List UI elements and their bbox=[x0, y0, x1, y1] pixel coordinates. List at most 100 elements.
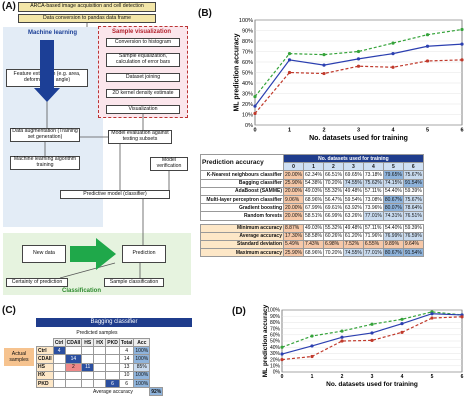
data-point bbox=[425, 33, 430, 37]
panel-label-c: (C) bbox=[2, 305, 16, 316]
x-tick-label: 0 bbox=[253, 128, 256, 134]
table-cell: 73.08% bbox=[362, 194, 384, 205]
step-sample-classification: Sample classification bbox=[104, 278, 164, 287]
bagging-table-wrap: Ctrl CDAII HS HX PKD Total Acc Ctrl 4 4 100% CDAII 1… bbox=[36, 337, 164, 397]
table-cell: 8.87% bbox=[283, 223, 304, 233]
table-cell bbox=[52, 354, 66, 364]
data-point bbox=[370, 322, 374, 326]
table-cell: 77.01% bbox=[362, 248, 384, 258]
row-label: AdaBoost (SAMME) bbox=[200, 186, 284, 196]
col-header: 2 bbox=[322, 162, 344, 172]
table-cell: 73.18% bbox=[362, 170, 384, 180]
table-cell: 59.54% bbox=[342, 194, 364, 205]
data-point bbox=[460, 42, 464, 46]
y-tick-label: 30% bbox=[270, 351, 281, 357]
y-tick-label: 90% bbox=[242, 28, 253, 34]
col-header: Ctrl bbox=[52, 337, 66, 348]
table-cell: 74.15% bbox=[382, 178, 404, 188]
table-cell: 17.30% bbox=[283, 231, 304, 241]
x-axis-label: No. datasets used for training bbox=[326, 381, 418, 388]
y-axis-label: ML prediction accuracy bbox=[262, 304, 269, 377]
row-label: PKD bbox=[36, 378, 54, 389]
table-row: Random forests 20.00% 58.51% 66.99% 63.26% 77… bbox=[200, 211, 424, 221]
table-cell: 75.67% bbox=[402, 194, 424, 205]
panel-label-a: (A) bbox=[2, 1, 16, 12]
table-cell: 54.40% bbox=[382, 223, 404, 233]
table-cell: 54.38% bbox=[302, 178, 324, 188]
table-cell: 57.11% bbox=[362, 186, 384, 196]
data-point bbox=[430, 316, 434, 320]
row-label: Random forests bbox=[200, 211, 284, 221]
row-label: HS bbox=[36, 362, 54, 372]
x-tick-label: 2 bbox=[341, 374, 344, 380]
col-header: 6 bbox=[402, 162, 424, 172]
table-cell: 59.39% bbox=[402, 186, 424, 196]
step-conversion: Data conversion to pandas data frame bbox=[18, 14, 156, 23]
data-point bbox=[310, 334, 314, 338]
y-tick-label: 0% bbox=[245, 123, 253, 129]
x-tick-label: 0 bbox=[281, 374, 284, 380]
data-point bbox=[287, 58, 292, 62]
sv-item-kde: 2D kernel density estimate bbox=[106, 89, 180, 98]
x-tick-label: 5 bbox=[426, 128, 429, 134]
table-cell: 78.64% bbox=[402, 203, 424, 213]
table-cell: 68.96% bbox=[302, 194, 324, 205]
data-point bbox=[370, 338, 374, 342]
table-cell: 20.00% bbox=[283, 203, 304, 213]
row-label: Standard deviation bbox=[200, 239, 284, 250]
table-row: Standard deviation 5.49% 7.43% 6.98% 7.52% 6.… bbox=[200, 239, 424, 250]
x-tick-label: 2 bbox=[322, 128, 325, 134]
table-row: Maximum accuracy 25.90% 68.96% 70.20% 74.55%… bbox=[200, 248, 424, 258]
step-predictive-model: Predictive model (classifier) bbox=[60, 190, 170, 199]
table-cell bbox=[52, 370, 66, 380]
table-cell: 6 bbox=[105, 378, 120, 389]
table-cell: 11 bbox=[81, 362, 95, 372]
table-cell: 74.31% bbox=[382, 211, 404, 221]
table-cell: 2 bbox=[64, 362, 83, 372]
series-line-1 bbox=[254, 43, 463, 107]
accuracy-table: Prediction accuracy No. datasets used fo… bbox=[200, 153, 424, 258]
table-row: HX 10 100% bbox=[36, 370, 163, 380]
table-cell: 80.07% bbox=[382, 203, 404, 213]
table-cell: 69.61% bbox=[322, 203, 344, 213]
data-point bbox=[356, 64, 361, 68]
data-point bbox=[253, 104, 257, 108]
table-cell bbox=[105, 346, 120, 356]
table-cell: 63.92% bbox=[342, 203, 364, 213]
table-cell: 74.55% bbox=[342, 248, 364, 258]
table-cell: 71.96% bbox=[362, 231, 384, 241]
data-point bbox=[280, 352, 284, 356]
row-label: Minimum accuracy bbox=[200, 223, 284, 233]
sv-title: Sample visualization bbox=[112, 29, 172, 35]
chart-d: 0%10%20%30%40%50%60%70%80%90%100% 0 1 2 3 4 5 6… bbox=[262, 304, 464, 388]
col-header: 0 bbox=[283, 162, 304, 172]
table-cell: 73.96% bbox=[362, 203, 384, 213]
table-cell: 6 bbox=[118, 378, 135, 389]
x-tick-label: 4 bbox=[391, 128, 395, 134]
predicted-samples-label: Predicted samples bbox=[76, 330, 118, 336]
table-row: Gradient boosting 20.00% 67.99% 69.61% 63.92… bbox=[200, 203, 424, 213]
table-cell: 58.58% bbox=[302, 231, 324, 241]
y-tick-label: 50% bbox=[242, 70, 253, 76]
table-cell: 76.51% bbox=[402, 211, 424, 221]
bagging-table: Ctrl CDAII HS HX PKD Total Acc Ctrl 4 4 100% CDAII 1… bbox=[36, 337, 164, 397]
step-prediction: Prediction bbox=[122, 245, 166, 263]
table-cell bbox=[93, 362, 107, 372]
table-cell: 20.00% bbox=[283, 186, 304, 196]
y-tick-label: 90% bbox=[270, 314, 281, 320]
table-cell: 7.43% bbox=[302, 239, 324, 250]
table-cell: 25.90% bbox=[283, 178, 304, 188]
table-cell: 76.99% bbox=[382, 231, 404, 241]
sv-item-joining: Dataset joining bbox=[106, 73, 180, 82]
table-cell bbox=[81, 370, 95, 380]
data-point bbox=[400, 322, 404, 326]
data-point bbox=[400, 330, 404, 334]
data-point bbox=[356, 57, 361, 61]
table-cell: 10 bbox=[118, 370, 135, 380]
x-tick-label: 1 bbox=[288, 128, 291, 134]
data-point bbox=[322, 53, 326, 57]
col-header: Total bbox=[118, 337, 135, 348]
table-cell: 63.26% bbox=[342, 211, 364, 221]
table-cell bbox=[93, 346, 107, 356]
table-cell: 5.49% bbox=[283, 239, 304, 250]
